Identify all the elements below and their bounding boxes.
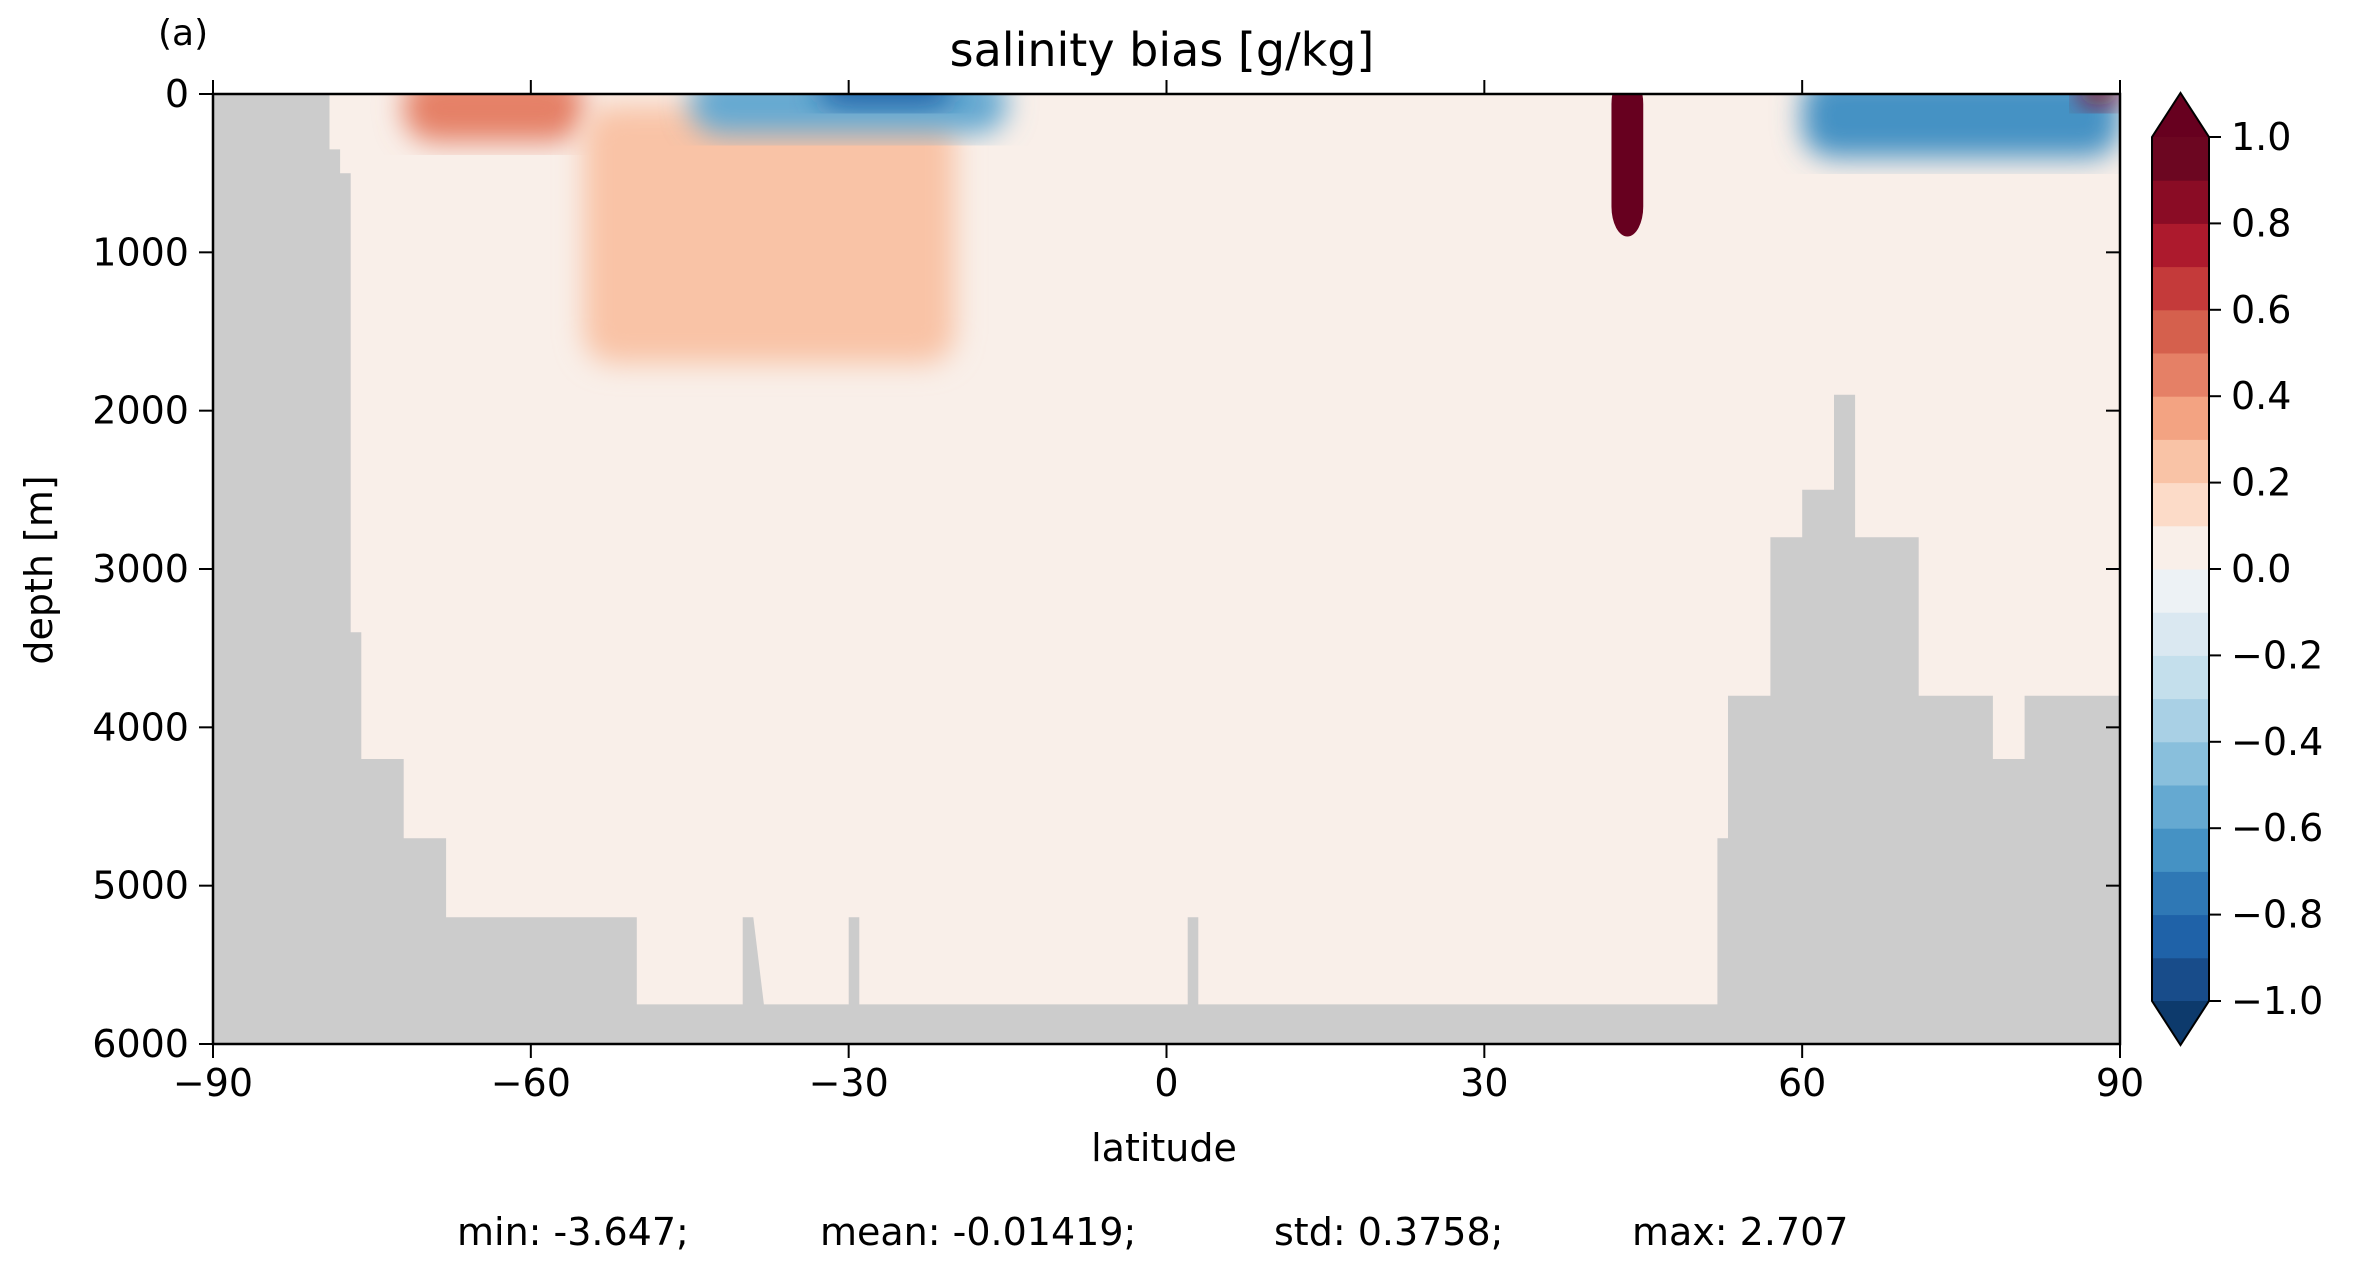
colorbar-tick-label: 0.4 — [2231, 374, 2291, 418]
colorbar-tick-label: 0.8 — [2231, 201, 2291, 245]
x-tick-label: −30 — [809, 1061, 889, 1105]
bias-field — [403, 94, 2120, 364]
colorbar-tick-label: −0.4 — [2231, 720, 2323, 764]
colorbar-segment — [2152, 569, 2209, 613]
stat-std: std: 0.3758; — [1274, 1210, 1503, 1254]
y-tick-label: 1000 — [92, 230, 189, 274]
bias-region — [583, 105, 955, 364]
colorbar-segment — [2152, 828, 2209, 872]
colorbar-tick-label: −1.0 — [2231, 979, 2323, 1023]
y-tick-label: 6000 — [92, 1022, 189, 1066]
colorbar-segment — [2152, 353, 2209, 397]
colorbar-segment — [2152, 698, 2209, 743]
colorbar-tick-label: −0.6 — [2231, 806, 2323, 850]
x-tick-label: 90 — [2096, 1061, 2144, 1105]
colorbar-segment — [2152, 223, 2209, 268]
colorbar-segment — [2152, 655, 2209, 700]
y-tick-label: 3000 — [92, 547, 189, 591]
y-axis-label: depth [m] — [17, 475, 61, 664]
bathymetry-land-mask — [213, 94, 2120, 1044]
colorbar-tick-label: −0.2 — [2231, 633, 2323, 677]
colorbar-segment — [2152, 785, 2209, 829]
colorbar-segment — [2152, 309, 2209, 354]
colorbar-segment — [2152, 525, 2209, 570]
bias-region — [403, 94, 584, 142]
stat-mean: mean: -0.01419; — [820, 1210, 1136, 1254]
colorbar-segment — [2152, 914, 2209, 959]
bias-region — [1802, 94, 2120, 158]
x-tick-label: −90 — [173, 1061, 253, 1105]
colorbar-segment — [2152, 396, 2209, 440]
x-axis: −90 −60 −30 0 30 60 90 — [173, 80, 2144, 1105]
x-tick-label: 30 — [1460, 1061, 1508, 1105]
colorbar-segment — [2152, 439, 2209, 484]
colorbar-segment — [2152, 957, 2209, 1002]
colorbar: 1.0 0.8 0.6 0.4 0.2 0.0 −0.2 −0.4 −0.6 −0.8 −1.0 — [2151, 91, 2323, 1047]
colorbar-segment — [2152, 871, 2209, 916]
stat-max: max: 2.707 — [1632, 1210, 1848, 1254]
colorbar-segment — [2152, 266, 2209, 311]
colorbar-segment — [2152, 741, 2209, 786]
colorbar-tick-label: −0.8 — [2231, 893, 2323, 937]
y-axis: 0 1000 2000 3000 4000 5000 6000 — [92, 72, 2120, 1066]
y-tick-label: 5000 — [92, 864, 189, 908]
x-tick-label: 0 — [1154, 1061, 1178, 1105]
y-tick-label: 0 — [165, 72, 189, 116]
y-tick-label: 2000 — [92, 389, 189, 433]
plot-area — [213, 94, 2120, 1044]
x-tick-label: −60 — [491, 1061, 571, 1105]
stat-min: min: -3.647; — [457, 1210, 689, 1254]
colorbar-segment — [2152, 482, 2209, 527]
x-tick-label: 60 — [1778, 1061, 1826, 1105]
colorbar-tick-label: 0.0 — [2231, 547, 2291, 591]
stats-line: min: -3.647; mean: -0.01419; std: 0.3758… — [457, 1210, 1848, 1254]
bias-region — [817, 94, 954, 107]
colorbar-tick-label: 0.6 — [2231, 288, 2291, 332]
colorbar-tick-label: 1.0 — [2231, 115, 2291, 159]
colorbar-segment — [2152, 612, 2209, 656]
colorbar-segment — [2152, 180, 2209, 224]
colorbar-tick-label: 0.2 — [2231, 461, 2291, 505]
colorbar-extend-min — [2152, 1001, 2209, 1045]
chart-title: salinity bias [g/kg] — [950, 23, 1375, 77]
x-axis-label: latitude — [1091, 1126, 1237, 1170]
colorbar-segment — [2152, 137, 2209, 181]
y-tick-label: 4000 — [92, 705, 189, 749]
bias-region — [2078, 94, 2120, 107]
panel-label: (a) — [158, 13, 208, 54]
bias-region — [1611, 94, 1644, 237]
colorbar-extend-max — [2152, 93, 2209, 137]
